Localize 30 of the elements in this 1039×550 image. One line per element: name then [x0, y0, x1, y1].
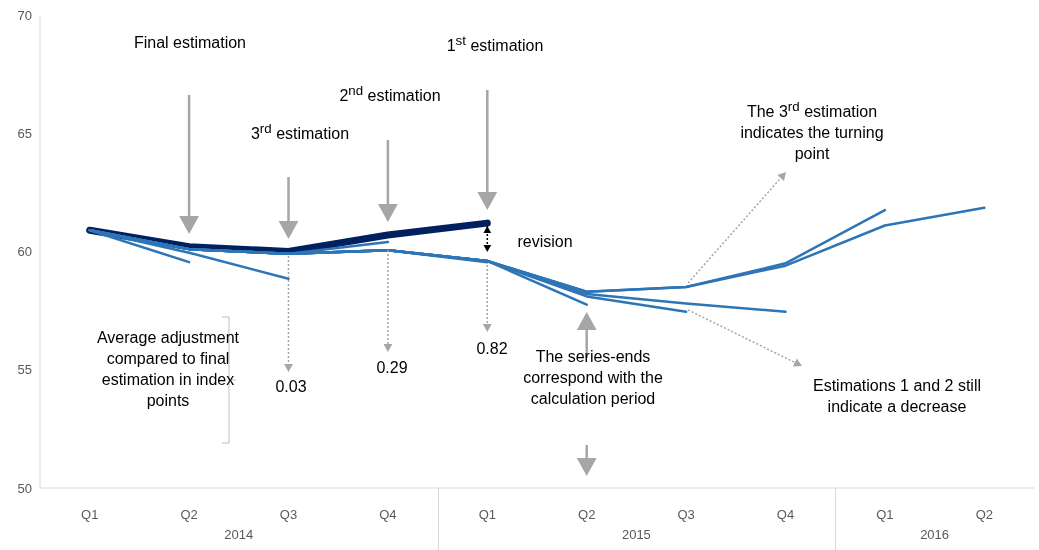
y-tick-label: 70: [17, 7, 32, 23]
annotation: 1$^{st}$ estimation: [445, 32, 545, 57]
x-tick-label: Q3: [279, 507, 298, 523]
x-tick-label: Q2: [578, 507, 596, 523]
annotation: 2$^{nd}$ estimation: [338, 82, 442, 107]
x-tick-label: Q1: [478, 507, 496, 523]
x-tick-label: Q1: [81, 507, 99, 523]
annotation: The 3$^{rd}$ estimation indicates the turning point: [739, 98, 885, 165]
x-tick-label: Q1: [876, 507, 894, 523]
y-tick-label: 50: [17, 480, 32, 496]
annotation: Estimations 1 and 2 still indicate a decrease: [811, 376, 983, 417]
annotation: Average adjustment compared to final estimation in index points: [96, 328, 240, 411]
x-tick-label: Q3: [677, 507, 695, 523]
text: 2015: [620, 526, 652, 544]
y-tick-label: 60: [17, 244, 32, 260]
annotation: The series-ends correspond with the calculation period: [522, 347, 664, 409]
y-tick-label: 55: [17, 362, 32, 378]
x-tick-label: Q2: [975, 507, 993, 523]
annotation: 0.03: [274, 377, 308, 397]
annotation: revision: [516, 232, 574, 252]
y-tick-label: 65: [17, 125, 32, 141]
annotation: 3$^{rd}$ estimation: [249, 120, 351, 145]
annotation: 0.82: [475, 339, 509, 359]
text: 2016: [919, 526, 951, 544]
x-tick-label: Q4: [379, 507, 397, 523]
annotation: 0.29: [375, 358, 409, 378]
annotation: Final estimation: [132, 33, 247, 53]
x-tick-label: Q4: [776, 507, 795, 523]
text: 2014: [223, 526, 255, 544]
x-tick-label: Q2: [180, 507, 198, 523]
